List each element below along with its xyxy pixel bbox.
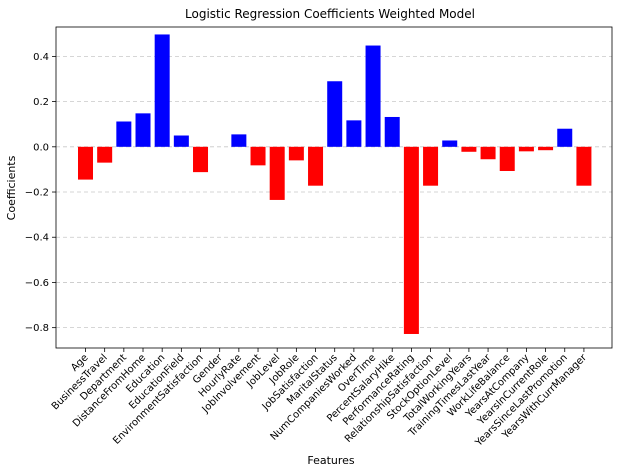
bar (480, 146, 496, 160)
y-tick-label: −0.6 (25, 278, 49, 289)
y-axis-title: Coefficients (5, 155, 18, 220)
bar (327, 81, 343, 147)
bars (78, 34, 592, 334)
bar (442, 140, 458, 147)
x-axis-title: Features (307, 454, 355, 467)
bar (269, 146, 285, 200)
bar (250, 146, 266, 166)
bar (557, 128, 573, 147)
bar (78, 146, 93, 180)
plot-frame (55, 26, 613, 349)
bar (365, 45, 381, 147)
y-tick-label: 0.0 (33, 142, 49, 153)
y-tick-label: 0.2 (33, 97, 49, 108)
bar (384, 116, 400, 147)
bar (538, 146, 554, 151)
bar (423, 146, 439, 186)
bar (346, 120, 362, 147)
bar (173, 135, 189, 147)
bar (308, 146, 324, 186)
bar (499, 146, 515, 171)
bar (135, 113, 151, 147)
bar (518, 146, 534, 152)
y-tick-label: 0.4 (33, 52, 49, 63)
bar (288, 146, 304, 161)
bar (193, 146, 209, 173)
bar (576, 146, 592, 186)
bar (154, 34, 170, 147)
bar (461, 146, 477, 152)
bar (97, 146, 113, 163)
y-tick-label: −0.8 (25, 323, 49, 334)
chart-title: Logistic Regression Coefficients Weighte… (185, 7, 475, 21)
y-axis-ticks: 0.4 0.2 0.0 −0.2 −0.4 −0.6 −0.8 (25, 52, 56, 334)
y-tick-label: −0.4 (25, 233, 49, 244)
bar (116, 121, 132, 147)
bar (403, 146, 419, 334)
bar (231, 134, 247, 147)
y-tick-label: −0.2 (25, 188, 49, 199)
x-axis-ticks: AgeBusinessTravelDepartmentDistanceFromH… (50, 348, 590, 449)
